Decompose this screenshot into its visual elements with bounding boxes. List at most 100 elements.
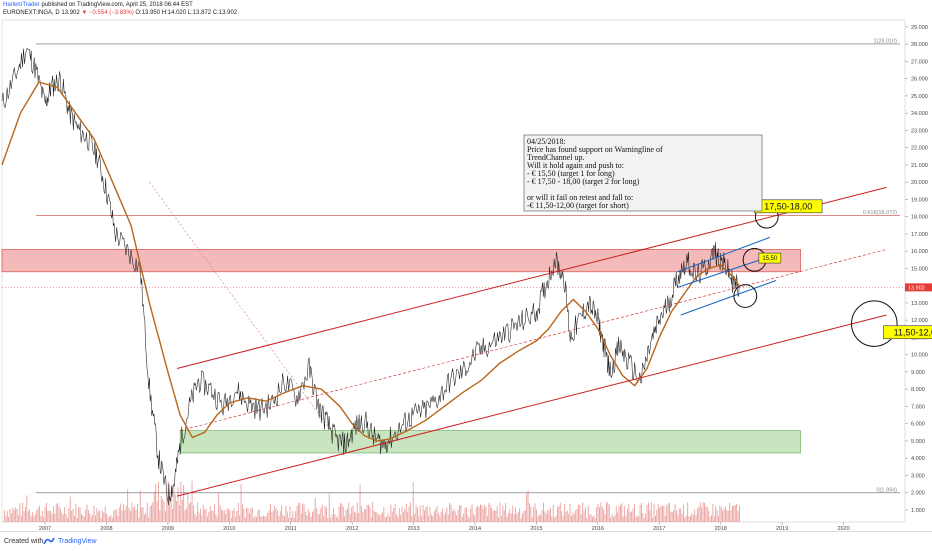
volume-bar (127, 489, 129, 522)
tradingview-brand-link[interactable]: TradingView (58, 538, 97, 545)
annotation-line: or will it fail on retest and fall to: (527, 193, 633, 202)
volume-bar (726, 510, 728, 522)
volume-bar (32, 512, 33, 522)
volume-bar (501, 516, 502, 522)
volume-bar (68, 508, 70, 522)
volume-bar (130, 510, 131, 522)
volume-bar (611, 514, 613, 522)
price-series-line (1, 48, 740, 506)
volume-bar (520, 517, 522, 522)
volume-bar (365, 509, 367, 522)
volume-bar (225, 514, 227, 522)
volume-bar (11, 513, 12, 522)
volume-bar (428, 515, 430, 522)
volume-bar (464, 507, 466, 522)
volume-bar (412, 482, 414, 522)
volume-bar (111, 517, 113, 522)
volume-bar (216, 517, 218, 522)
volume-bar (727, 510, 729, 522)
volume-bar (314, 497, 316, 522)
volume-bar (604, 513, 606, 522)
volume-bar (37, 508, 39, 522)
volume-bar (736, 503, 738, 522)
volume-bar (592, 516, 593, 522)
volume-bar (286, 511, 288, 522)
volume-bar (575, 510, 577, 522)
volume-bar (20, 516, 22, 522)
volume-bar (267, 513, 269, 522)
volume-bar (603, 509, 605, 522)
volume-bar (53, 506, 54, 522)
volume-bar (372, 502, 374, 522)
volume-bar (454, 511, 456, 522)
volume-bar (522, 513, 523, 522)
volume-bar (89, 513, 91, 522)
volume-bar (509, 509, 511, 522)
volume-bar (431, 514, 432, 522)
volume-bar (739, 505, 740, 522)
volume-bar (571, 515, 572, 522)
volume-bar (107, 516, 109, 522)
volume-bar (123, 503, 124, 522)
volume-bar (503, 510, 505, 522)
volume-bar (341, 503, 343, 522)
volume-bar (270, 503, 271, 522)
volume-bar (397, 516, 399, 522)
volume-bar (512, 505, 514, 522)
volume-bar (347, 508, 348, 522)
volume-bar (29, 509, 31, 522)
volume-bar (338, 506, 340, 522)
volume-bar (23, 511, 25, 522)
volume-bar (659, 507, 661, 522)
volume-bar (628, 503, 630, 522)
volume-bar (404, 508, 406, 522)
volume-bar (631, 511, 633, 522)
volume-bar (569, 503, 571, 522)
fib-label: 1(28.010) (873, 38, 897, 44)
volume-bar (54, 513, 56, 522)
volume-bar (725, 506, 726, 522)
volume-bar (543, 502, 544, 522)
volume-bar (120, 503, 122, 522)
volume-bar (383, 507, 385, 522)
volume-bar (487, 516, 488, 522)
volume-bar (250, 508, 252, 522)
volume-bar (218, 492, 220, 522)
volume-bar (345, 509, 347, 522)
volume-bar (732, 505, 733, 522)
volume-bar (173, 483, 175, 522)
volume-bar (188, 503, 190, 522)
created-with-label: Created with (4, 538, 44, 545)
volume-bar (33, 516, 35, 522)
x-tick-label: 2012 (346, 526, 358, 532)
volume-bar (380, 513, 382, 522)
volume-bar (593, 515, 595, 522)
volume-bar (446, 507, 448, 522)
volume-bar (324, 506, 326, 522)
volume-bar (116, 509, 117, 522)
volume-bar (187, 492, 189, 522)
volume-bar (657, 503, 659, 522)
volume-bar (379, 515, 381, 522)
y-tick-label: 3.000 (911, 473, 925, 479)
volume-bar (285, 505, 287, 522)
volume-bar (316, 508, 318, 522)
volume-bar (709, 516, 711, 522)
volume-bar (442, 508, 444, 522)
volume-bar (331, 514, 333, 522)
volume-bar (635, 516, 637, 522)
volume-bar (254, 516, 256, 522)
volume-bar (650, 502, 652, 522)
volume-bar (708, 510, 710, 522)
volume-bar (561, 511, 563, 522)
volume-bar (326, 507, 327, 522)
volume-bar (209, 505, 211, 522)
y-tick-label: 13.000 (911, 301, 928, 307)
volume-bar (405, 503, 407, 522)
author-link[interactable]: HarlemTrader (3, 2, 40, 8)
volume-bar (232, 510, 234, 522)
volume-bar (156, 501, 158, 522)
volume-bar (27, 510, 29, 522)
volume-bar (48, 510, 50, 522)
